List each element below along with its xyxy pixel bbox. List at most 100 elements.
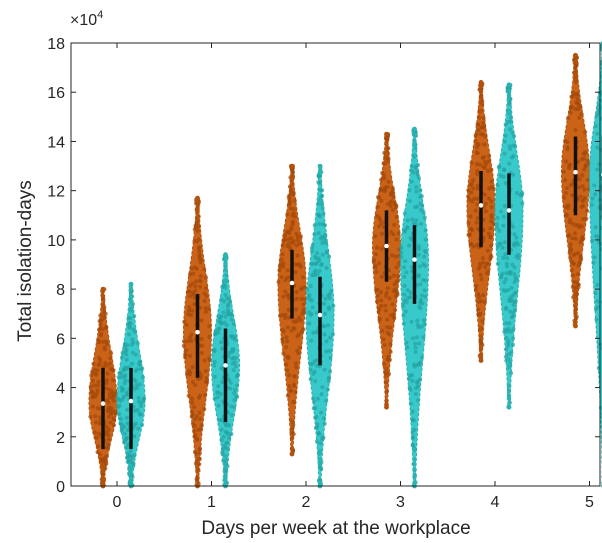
data-point [297,315,302,320]
data-point [498,241,503,246]
data-point [505,288,510,293]
data-point [423,250,428,255]
data-point [394,215,399,220]
data-point [305,287,310,292]
data-point [324,249,329,254]
data-point [502,280,507,285]
x-tick-label: 3 [396,494,405,511]
data-point [508,329,513,334]
data-point [374,288,378,293]
data-point [196,246,201,251]
data-point [226,312,231,316]
data-point [407,385,412,390]
outlier-point [506,111,512,116]
data-point [196,427,201,432]
data-point [509,286,514,290]
data-point [388,349,393,354]
data-point [379,274,384,279]
data-point [411,221,416,226]
data-point [315,396,320,401]
data-point [477,162,482,167]
data-point [415,318,420,323]
data-point [374,299,379,304]
data-point [580,157,584,162]
data-point [574,314,579,319]
data-point [510,130,515,135]
data-point [90,395,95,400]
data-point [573,66,578,71]
y-tick-label: 16 [47,85,65,102]
outlier-point [573,59,578,65]
data-point [407,188,412,193]
data-point [318,236,323,241]
data-point [576,285,581,290]
data-point [212,360,217,364]
data-point [287,384,292,389]
data-point [495,261,500,266]
data-point [203,393,208,397]
data-point [570,236,575,241]
data-point [315,422,320,427]
data-point [300,286,304,291]
data-point [393,307,398,312]
data-point [206,306,211,311]
data-point [114,410,119,415]
data-point [489,254,494,259]
data-point [390,302,395,307]
data-point [314,439,319,444]
outlier-point [412,474,417,479]
data-point [479,132,484,137]
data-point [501,214,506,219]
data-point [501,223,506,228]
outlier-point [128,465,134,470]
data-point [195,437,200,442]
median-marker [128,398,134,404]
data-point [482,192,487,197]
y-tick-label: 14 [47,134,65,151]
data-point [511,302,516,307]
data-point [104,339,109,344]
data-point [512,134,516,138]
data-point [411,170,416,175]
outlier-point [573,310,578,316]
data-point [380,328,385,333]
data-point [391,315,396,320]
data-point [120,350,125,355]
data-point [565,147,570,152]
data-point [382,186,387,191]
data-point [512,243,517,248]
data-point [390,208,395,213]
data-point [508,309,513,314]
data-point [508,115,513,120]
data-point [596,110,601,115]
data-point [474,220,479,225]
data-point [568,255,573,260]
data-point [198,416,203,421]
outlier-point [506,93,512,98]
data-point [291,423,296,427]
data-point [223,445,228,450]
data-point [511,327,516,332]
data-point [300,275,305,280]
data-point [99,457,104,462]
data-point [277,268,282,273]
data-point [470,199,475,204]
data-point [297,262,302,267]
data-point [419,208,424,213]
data-point [383,380,388,385]
data-point [568,162,573,167]
data-point [414,185,419,190]
data-point [413,341,418,346]
data-point [229,317,234,322]
outlier-point [223,277,228,283]
data-point [295,253,300,258]
data-point [94,391,99,396]
data-point [504,336,509,340]
data-point [289,389,294,393]
data-point [495,225,499,230]
data-point [95,388,100,393]
data-point [466,194,471,199]
data-point [198,284,202,289]
data-point [423,228,428,233]
